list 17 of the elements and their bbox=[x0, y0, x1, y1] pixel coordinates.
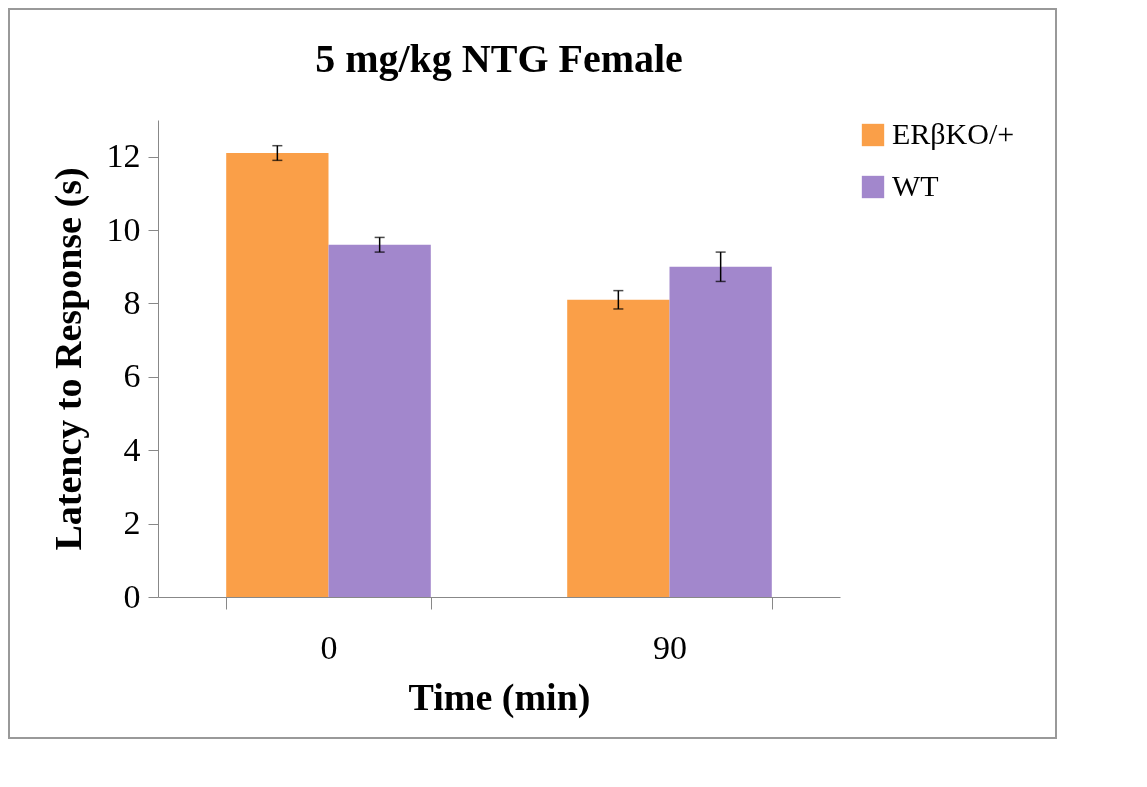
bar bbox=[567, 299, 670, 597]
x-tick-label: 90 bbox=[653, 628, 687, 666]
bar bbox=[328, 244, 431, 597]
y-tick-label: 2 bbox=[123, 504, 141, 542]
legend-label: ERβKO/+ bbox=[892, 117, 1015, 150]
legend-label: WT bbox=[892, 169, 939, 202]
y-tick-label: 0 bbox=[123, 577, 141, 615]
y-tick-label: 4 bbox=[123, 430, 141, 468]
chart-title: 5 mg/kg NTG Female bbox=[315, 36, 683, 81]
y-tick-label: 12 bbox=[106, 137, 141, 175]
x-axis-title: Time (min) bbox=[408, 675, 591, 719]
bar bbox=[226, 153, 329, 597]
y-tick-label: 6 bbox=[123, 357, 141, 395]
y-axis-title: Latency to Response (s) bbox=[46, 167, 90, 551]
y-tick-label: 8 bbox=[123, 283, 141, 321]
y-tick-label: 10 bbox=[106, 210, 141, 248]
bar bbox=[669, 266, 772, 597]
